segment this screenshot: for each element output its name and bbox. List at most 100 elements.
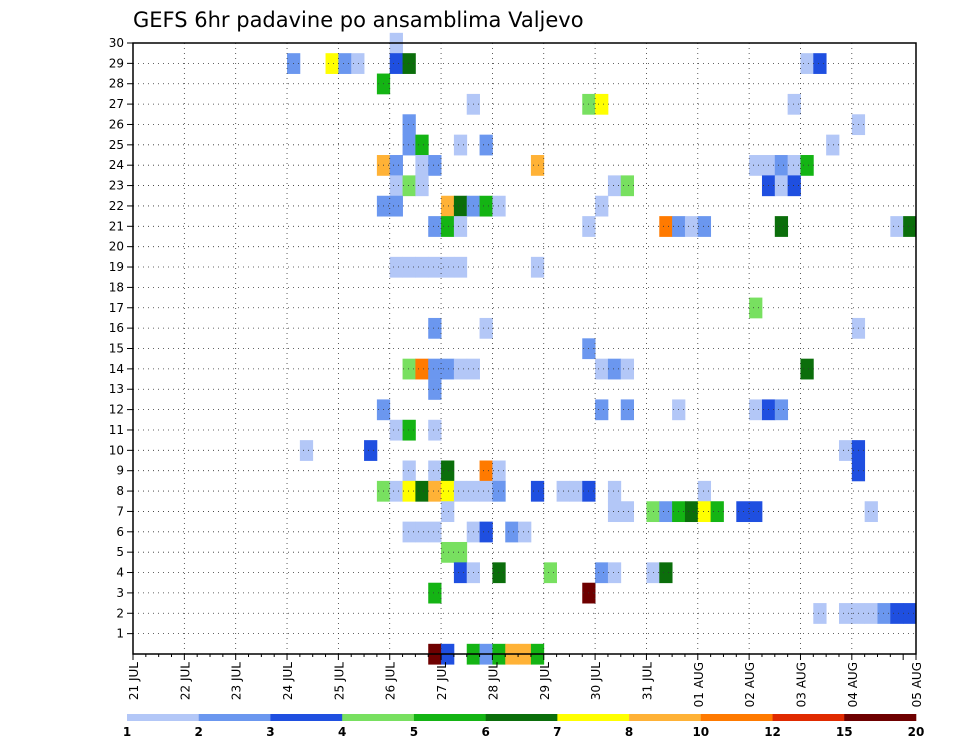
heatmap-cell [415,155,429,176]
y-tick-label: 6 [116,525,124,539]
heatmap-cell [402,358,416,380]
heatmap-cell [441,480,455,502]
colorbar-label: 20 [908,725,925,739]
heatmap-cell [890,603,904,624]
heatmap-cell [402,419,416,441]
x-tick-label: 25 JUL [332,662,346,700]
heatmap-cell [595,195,609,217]
heatmap-cell [338,53,352,74]
x-tick-label: 01 AUG [692,662,706,707]
y-tick-label: 26 [109,117,124,131]
heatmap-cell [428,317,442,339]
heatmap-cell [415,358,429,380]
heatmap-cell [389,175,403,197]
heatmap-cell [453,358,468,380]
heatmap-cell [749,297,763,319]
y-tick-label: 3 [116,586,124,600]
y-tick-label: 22 [109,199,124,213]
heatmap-cell [749,155,763,176]
y-tick-label: 20 [109,240,124,254]
heatmap-cell [441,541,455,563]
heatmap-cell [813,603,827,624]
y-axis: 1234567891011121314151617181920212223242… [109,36,133,641]
y-tick-label: 23 [109,179,124,193]
colorbar-legend: 1 2 3 4 5 6 7 8 10 12 15 20 [123,714,925,739]
heatmap-cell [492,195,506,217]
heatmap-cell [787,93,801,115]
heatmap-cell [441,216,455,237]
heatmap-cell [453,195,468,217]
x-tick-label: 24 JUL [281,662,295,700]
heatmap-cell [402,175,416,197]
y-tick-label: 11 [109,423,124,437]
heatmap-cell [299,440,314,461]
y-tick-label: 5 [116,545,124,559]
y-tick-label: 29 [109,56,124,70]
heatmap-cell [415,480,429,502]
heatmap-cell [684,501,699,523]
heatmap-cell [364,440,378,461]
heatmap-cell [428,216,442,237]
y-tick-label: 1 [116,627,124,641]
heatmap-cell [453,216,468,237]
heatmap-cell [389,419,403,441]
grid-lines [133,43,916,654]
heatmap-cell [389,195,403,217]
heatmap-cell [620,358,635,380]
y-tick-label: 21 [109,219,124,233]
colorbar-segment [127,714,200,721]
heatmap-cell [402,521,416,543]
x-tick-label: 02 AUG [743,662,757,707]
x-tick-label: 28 JUL [486,662,500,700]
x-tick-label: 26 JUL [384,662,398,700]
heatmap-cell [800,53,814,74]
heatmap-cell [749,501,763,523]
heatmap-cell [453,562,468,584]
heatmap-cell [479,460,493,482]
y-tick-label: 19 [109,260,124,274]
x-tick-label: 30 JUL [589,662,603,700]
heatmap-cell [620,175,635,197]
colorbar-segment [772,714,845,721]
colorbar-label: 4 [338,725,346,739]
colorbar-label: 12 [764,725,781,739]
colorbar-label: 6 [481,725,489,739]
heatmap-cell [774,399,789,421]
colorbar-segment [557,714,630,721]
heatmap-cell [402,256,416,278]
heatmap-cell [518,521,532,543]
heatmap-cell [787,155,801,176]
heatmap-cell [389,256,403,278]
heatmap-cell [479,317,493,339]
heatmap-cell [479,134,493,156]
heatmap-cell [441,460,455,482]
y-tick-label: 27 [109,97,124,111]
heatmap-cell [415,175,429,197]
x-tick-label: 03 AUG [794,662,808,707]
colorbar-segment [198,714,271,721]
y-tick-label: 25 [109,138,124,152]
colorbar-segment [270,714,343,721]
heatmap-cell [453,134,468,156]
heatmap-cell [428,480,442,502]
heatmap-cell [415,256,429,278]
heatmap-cell [697,480,712,502]
heatmap-cell [325,53,339,74]
heatmap-cell [492,460,506,482]
colorbar-label: 2 [195,725,203,739]
colorbar-label: 10 [692,725,709,739]
heatmap-cell [595,93,609,115]
colorbar-segment [342,714,415,721]
heatmap-cell [659,216,673,237]
heatmap-cell [402,53,416,74]
heatmap-cell [774,155,789,176]
heatmap-cell [441,501,455,523]
heatmap-cell [402,480,416,502]
x-tick-label: 05 AUG [910,662,924,707]
heatmap-cell [428,582,442,604]
heatmap-cell [890,216,904,237]
heatmap-cell [800,358,814,380]
heatmap-cell [530,256,545,278]
heatmap-cell [441,358,455,380]
